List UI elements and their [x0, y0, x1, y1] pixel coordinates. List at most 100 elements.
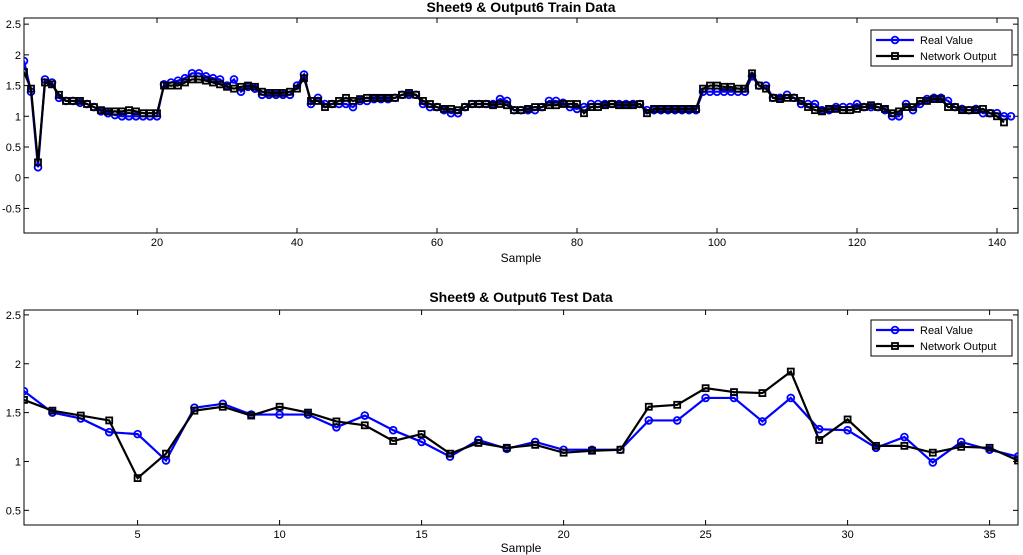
- data-point-square: [412, 90, 420, 99]
- data-point-square: [24, 396, 28, 404]
- data-point-square: [118, 107, 126, 116]
- data-point-square: [755, 81, 763, 90]
- data-point-square: [832, 105, 840, 113]
- x-tick-label: 5: [135, 529, 141, 541]
- data-point-square: [332, 417, 341, 426]
- data-point-square: [895, 107, 903, 116]
- data-point-square: [162, 449, 170, 458]
- data-point-square: [510, 106, 518, 115]
- data-point-square: [965, 106, 973, 115]
- data-point-square: [133, 474, 142, 482]
- data-point-square: [48, 406, 57, 415]
- data-point-square: [1014, 456, 1018, 465]
- data-point-square: [398, 90, 406, 99]
- data-point-square: [734, 84, 742, 93]
- data-point-square: [559, 448, 568, 457]
- data-point-square: [244, 81, 252, 90]
- data-point-square: [839, 106, 847, 115]
- legend-marker-square: [891, 342, 899, 350]
- data-point-circle: [843, 425, 852, 435]
- data-point-square: [783, 93, 791, 102]
- data-point-square: [951, 103, 959, 111]
- data-point-square: [587, 103, 595, 111]
- data-point-square: [923, 97, 931, 105]
- data-point-square: [417, 430, 426, 439]
- data-point-square: [517, 106, 525, 115]
- data-point-square: [811, 106, 819, 115]
- data-point-square: [685, 105, 693, 113]
- data-point-square: [758, 389, 767, 397]
- data-point-square: [979, 105, 987, 113]
- x-tick-label: 30: [841, 529, 853, 541]
- data-point-square: [909, 103, 917, 111]
- data-point-square: [643, 109, 651, 118]
- data-point-square: [748, 69, 756, 78]
- data-point-square: [218, 402, 227, 411]
- data-point-square: [223, 82, 231, 91]
- data-point-square: [433, 103, 441, 111]
- data-point-square: [622, 101, 630, 110]
- data-point-square: [972, 106, 980, 115]
- data-point-square: [888, 109, 896, 118]
- y-tick-label: 0.5: [6, 505, 21, 517]
- data-point-circle: [786, 393, 796, 403]
- data-point-square: [678, 105, 686, 113]
- data-point-square: [272, 89, 280, 97]
- data-point-square: [650, 105, 658, 113]
- data-point-circle: [229, 75, 239, 84]
- y-tick-label: 1.5: [6, 408, 21, 420]
- data-point-square: [41, 78, 49, 87]
- data-point-square: [538, 103, 546, 111]
- data-point-square: [461, 103, 469, 111]
- data-point-square: [195, 75, 203, 84]
- data-point-square: [713, 81, 721, 90]
- y-tick-label: 1.5: [6, 81, 21, 93]
- data-point-square: [916, 97, 924, 105]
- x-tick-label: 60: [431, 237, 443, 249]
- x-tick-label: 100: [708, 237, 726, 249]
- data-point-square: [27, 84, 35, 93]
- data-point-square: [97, 106, 105, 115]
- data-point-square: [776, 95, 784, 103]
- chart-title: Sheet9 & Output6 Train Data: [426, 0, 615, 15]
- data-point-square: [843, 415, 852, 424]
- data-point-square: [146, 109, 154, 118]
- series-network-output: [24, 367, 1018, 482]
- data-point-square: [83, 100, 91, 108]
- data-point-square: [616, 445, 625, 454]
- data-point-square: [804, 103, 812, 111]
- data-point-square: [629, 101, 637, 110]
- data-point-square: [153, 109, 161, 118]
- data-point-circle: [133, 429, 142, 439]
- data-point-square: [902, 103, 910, 111]
- data-point-square: [853, 105, 861, 113]
- legend-label: Network Output: [920, 341, 996, 353]
- data-point-square: [482, 100, 490, 108]
- data-point-square: [928, 448, 937, 457]
- data-point-square: [881, 105, 889, 113]
- data-point-square: [874, 103, 882, 111]
- data-point-square: [475, 100, 483, 108]
- data-point-circle: [388, 425, 398, 435]
- data-point-square: [797, 97, 805, 105]
- data-point-square: [132, 107, 140, 116]
- data-point-square: [419, 97, 427, 105]
- test-data-chart: Sheet9 & Output6 Test Data 5 10 15 20 25 30 35 0…: [6, 289, 1019, 555]
- data-point-square: [786, 367, 795, 376]
- data-point-square: [769, 93, 777, 102]
- x-tick-label: 15: [415, 529, 427, 541]
- data-point-square: [247, 411, 256, 420]
- data-point-square: [727, 82, 735, 91]
- data-point-square: [286, 87, 294, 96]
- data-point-square: [335, 97, 343, 105]
- series-network-output: [24, 68, 1008, 167]
- y-tick-label: 2: [15, 50, 21, 62]
- data-point-square: [111, 107, 119, 116]
- legend-label: Network Output: [920, 51, 996, 63]
- data-point-square: [673, 400, 682, 409]
- plot-area: [23, 309, 1019, 526]
- data-point-square: [377, 93, 385, 102]
- x-tick-label: 35: [983, 529, 995, 541]
- data-point-square: [426, 100, 434, 108]
- data-point-square: [790, 93, 798, 102]
